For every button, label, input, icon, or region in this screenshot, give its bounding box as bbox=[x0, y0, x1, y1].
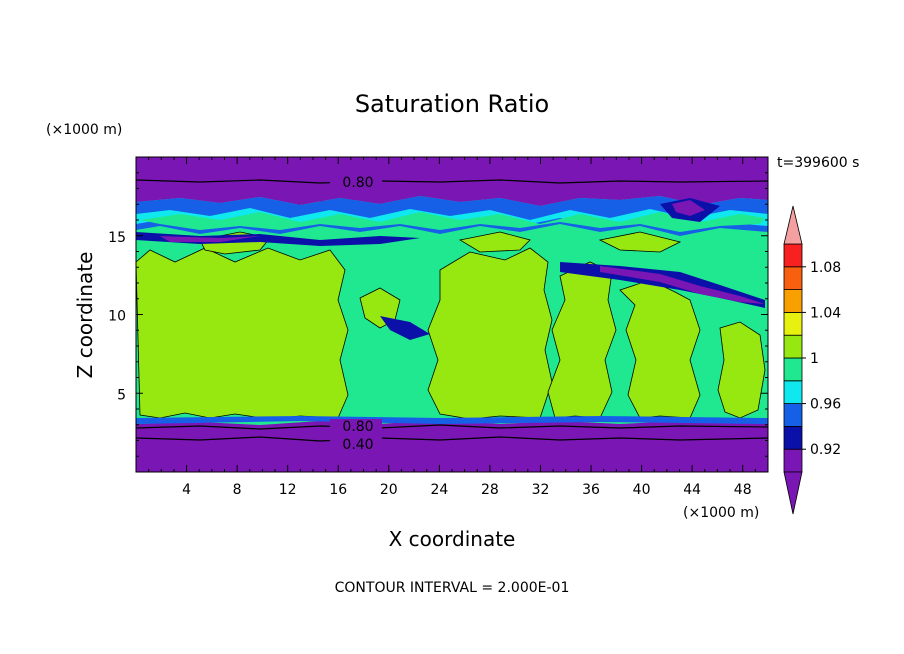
x-tick-label: 40 bbox=[633, 482, 651, 498]
x-tick-label: 20 bbox=[380, 482, 398, 498]
contour-interval-footer: CONTOUR INTERVAL = 2.000E-01 bbox=[335, 580, 570, 596]
colorbar-swatch bbox=[783, 334, 803, 359]
colorbar-tick-label: 0.96 bbox=[810, 397, 841, 413]
x-tick-label: 24 bbox=[430, 482, 448, 498]
field-upper-green bbox=[140, 212, 765, 232]
colorbar-tick-label: 1.08 bbox=[810, 260, 841, 276]
field-lime-patches bbox=[136, 199, 766, 420]
x-tick-label: 44 bbox=[683, 482, 701, 498]
contour-label-080-top: 0.80 bbox=[342, 175, 373, 191]
colorbar-swatch bbox=[783, 357, 803, 382]
contour-label-080-bottom: 0.80 bbox=[342, 419, 373, 435]
x-tick-label: 8 bbox=[233, 482, 242, 498]
colorbar-swatch bbox=[783, 380, 803, 404]
x-tick-label: 12 bbox=[279, 482, 297, 498]
x-axis: 4 8 12 16 20 24 28 32 36 40 44 48 bbox=[135, 157, 769, 498]
colorbar-over-triangle bbox=[783, 205, 803, 245]
x-tick-label: 32 bbox=[532, 482, 550, 498]
colorbar-swatch bbox=[783, 266, 803, 290]
field-purple-streaks bbox=[160, 200, 765, 304]
field-lower-blue-strip bbox=[136, 416, 768, 424]
colorbar-swatch bbox=[783, 243, 803, 268]
field-lower-purple bbox=[136, 420, 768, 472]
y-axis-label: Z coordinate bbox=[73, 252, 97, 379]
y-axis: 5 10 15 bbox=[108, 156, 768, 473]
colorbar-swatch bbox=[783, 448, 803, 473]
contour-labels: 0.80 0.80 0.40 bbox=[330, 173, 382, 453]
x-tick-label: 28 bbox=[481, 482, 499, 498]
x-tick-label: 4 bbox=[182, 482, 191, 498]
colorbar-swatch bbox=[783, 289, 803, 313]
colorbar-under-triangle bbox=[783, 471, 803, 515]
colorbar-tick-label: 1.04 bbox=[810, 305, 841, 321]
chart-title: Saturation Ratio bbox=[355, 90, 549, 118]
colorbar-tick-label: 1 bbox=[810, 351, 819, 367]
colorbar: 0.92 0.96 1 1.04 1.08 bbox=[783, 205, 841, 515]
colorbar-tick-label: 0.92 bbox=[810, 442, 841, 458]
time-label: t=399600 s bbox=[777, 155, 859, 171]
colorbar-swatch bbox=[783, 403, 803, 427]
plot-area: 0.80 0.80 0.40 bbox=[135, 156, 769, 473]
x-axis-label: X coordinate bbox=[389, 527, 516, 551]
contour-label-040: 0.40 bbox=[342, 437, 373, 453]
y-tick-label: 15 bbox=[108, 230, 126, 246]
contour-lines bbox=[136, 179, 768, 442]
x-tick-label: 16 bbox=[329, 482, 347, 498]
y-tick-label: 10 bbox=[108, 309, 126, 325]
y-tick-label: 5 bbox=[117, 387, 126, 403]
colorbar-swatch bbox=[783, 311, 803, 336]
y-unit-label: (×1000 m) bbox=[46, 122, 122, 138]
colorbar-swatch bbox=[783, 425, 803, 450]
x-tick-label: 48 bbox=[734, 482, 752, 498]
x-unit-label: (×1000 m) bbox=[683, 505, 759, 521]
x-tick-label: 36 bbox=[582, 482, 600, 498]
